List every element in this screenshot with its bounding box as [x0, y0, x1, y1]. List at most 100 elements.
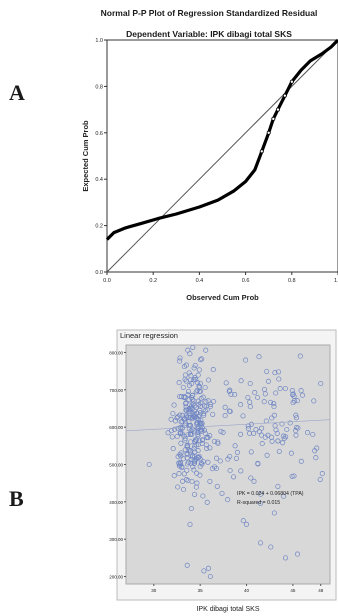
regression-point: [186, 459, 192, 465]
regression-point: [287, 420, 293, 426]
pp-data-point: [282, 93, 287, 98]
regression-point: [175, 426, 181, 432]
regression-point: [204, 499, 210, 505]
regression-point: [227, 453, 233, 460]
regression-point: [280, 440, 286, 446]
regression-point: [310, 431, 316, 438]
regression-point: [197, 412, 203, 419]
regression-point: [192, 443, 198, 449]
regression-point: [275, 438, 281, 444]
regression-point: [179, 464, 185, 470]
regression-point: [257, 540, 264, 546]
regression-y-tick-label: 300.00: [109, 537, 123, 542]
regression-point: [191, 414, 197, 420]
regression-point: [183, 407, 189, 413]
regression-point: [268, 544, 274, 550]
regression-points-group: [146, 344, 325, 580]
regression-point: [181, 364, 187, 370]
regression-point: [234, 449, 240, 455]
regression-point: [271, 510, 277, 516]
regression-point: [289, 473, 295, 479]
regression-y-tick-label: 500.00: [109, 463, 123, 468]
regression-point: [193, 484, 199, 490]
regression-point: [243, 357, 249, 363]
regression-point: [193, 377, 199, 383]
pp-x-tick-label: 0.0: [103, 278, 111, 284]
regression-point: [187, 402, 193, 408]
regression-point: [191, 365, 197, 371]
regression-point: [194, 387, 200, 393]
regression-point: [146, 461, 152, 468]
regression-point: [272, 370, 278, 376]
regression-point: [187, 415, 193, 421]
regression-point: [211, 438, 217, 444]
regression-point: [299, 392, 306, 398]
regression-point: [180, 486, 187, 493]
regression-point: [181, 471, 187, 477]
regression-point: [195, 425, 201, 431]
regression-point: [207, 478, 213, 484]
regression-point: [191, 428, 197, 434]
regression-point: [165, 430, 171, 436]
regression-point: [188, 423, 194, 429]
regression-point: [245, 394, 251, 401]
regression-point: [251, 478, 257, 484]
regression-point: [293, 412, 299, 418]
regression-point: [277, 386, 283, 392]
regression-point: [262, 434, 268, 440]
pp-plot-subtitle: Dependent Variable: IPK dibagi total SKS: [126, 29, 292, 39]
regression-point: [247, 404, 253, 410]
regression-point: [294, 551, 301, 557]
regression-point: [213, 455, 220, 461]
pp-x-tick-label: 0.8: [288, 278, 296, 284]
regression-point: [298, 458, 304, 464]
regression-point: [187, 351, 193, 357]
pp-y-tick-label: 1.0: [95, 38, 103, 44]
regression-point: [317, 476, 323, 482]
regression-point: [172, 418, 179, 424]
regression-point: [199, 440, 205, 446]
regression-point: [212, 464, 218, 470]
regression-point: [175, 484, 181, 490]
regression-point: [182, 416, 188, 422]
regression-point: [282, 385, 288, 392]
regression-r-squared: R-squared = 0.015: [237, 500, 280, 506]
regression-point: [195, 431, 201, 437]
regression-point: [170, 446, 176, 452]
regression-point: [210, 367, 216, 373]
regression-point: [269, 415, 275, 421]
regression-point: [248, 449, 254, 455]
pp-series-line: [105, 38, 338, 241]
regression-point: [176, 463, 182, 469]
regression-point: [197, 456, 203, 462]
regression-point: [188, 377, 194, 383]
regression-point: [198, 417, 204, 424]
regression-point: [186, 426, 192, 432]
regression-point: [273, 427, 279, 433]
regression-point: [192, 362, 198, 368]
regression-point: [205, 435, 211, 441]
regression-point: [258, 491, 264, 497]
regression-point: [180, 478, 186, 484]
regression-point: [319, 471, 325, 477]
regression-point: [186, 370, 192, 376]
regression-point: [226, 408, 232, 414]
regression-point: [185, 431, 191, 438]
regression-point: [188, 460, 194, 466]
regression-title: Linear regression: [120, 331, 178, 340]
regression-point: [275, 369, 282, 375]
regression-plot-area: [125, 344, 331, 585]
regression-point: [245, 423, 251, 429]
regression-point: [261, 399, 267, 405]
regression-point: [205, 398, 211, 404]
regression-x-tick-label: 30: [151, 588, 157, 593]
regression-point: [281, 435, 287, 442]
pp-y-tick-label: 0.8: [95, 84, 103, 90]
regression-point: [203, 442, 209, 448]
pp-data-point: [289, 79, 294, 84]
pp-plot-title: Normal P-P Plot of Regression Standardiz…: [100, 8, 318, 18]
regression-point: [178, 453, 184, 459]
regression-point: [176, 380, 182, 386]
regression-point: [223, 380, 229, 386]
